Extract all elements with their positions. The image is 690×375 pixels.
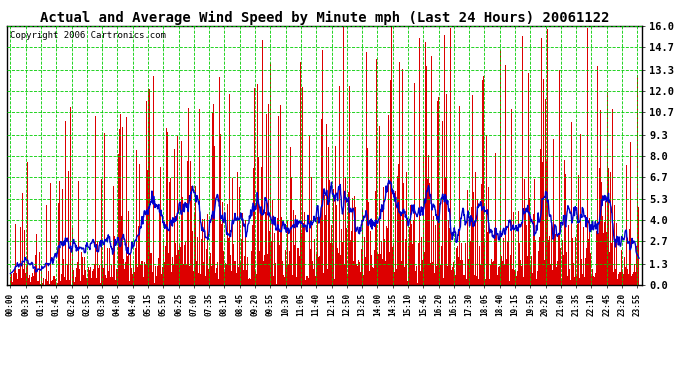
Text: Copyright 2006 Cartronics.com: Copyright 2006 Cartronics.com [10,32,166,40]
Title: Actual and Average Wind Speed by Minute mph (Last 24 Hours) 20061122: Actual and Average Wind Speed by Minute … [39,11,609,25]
